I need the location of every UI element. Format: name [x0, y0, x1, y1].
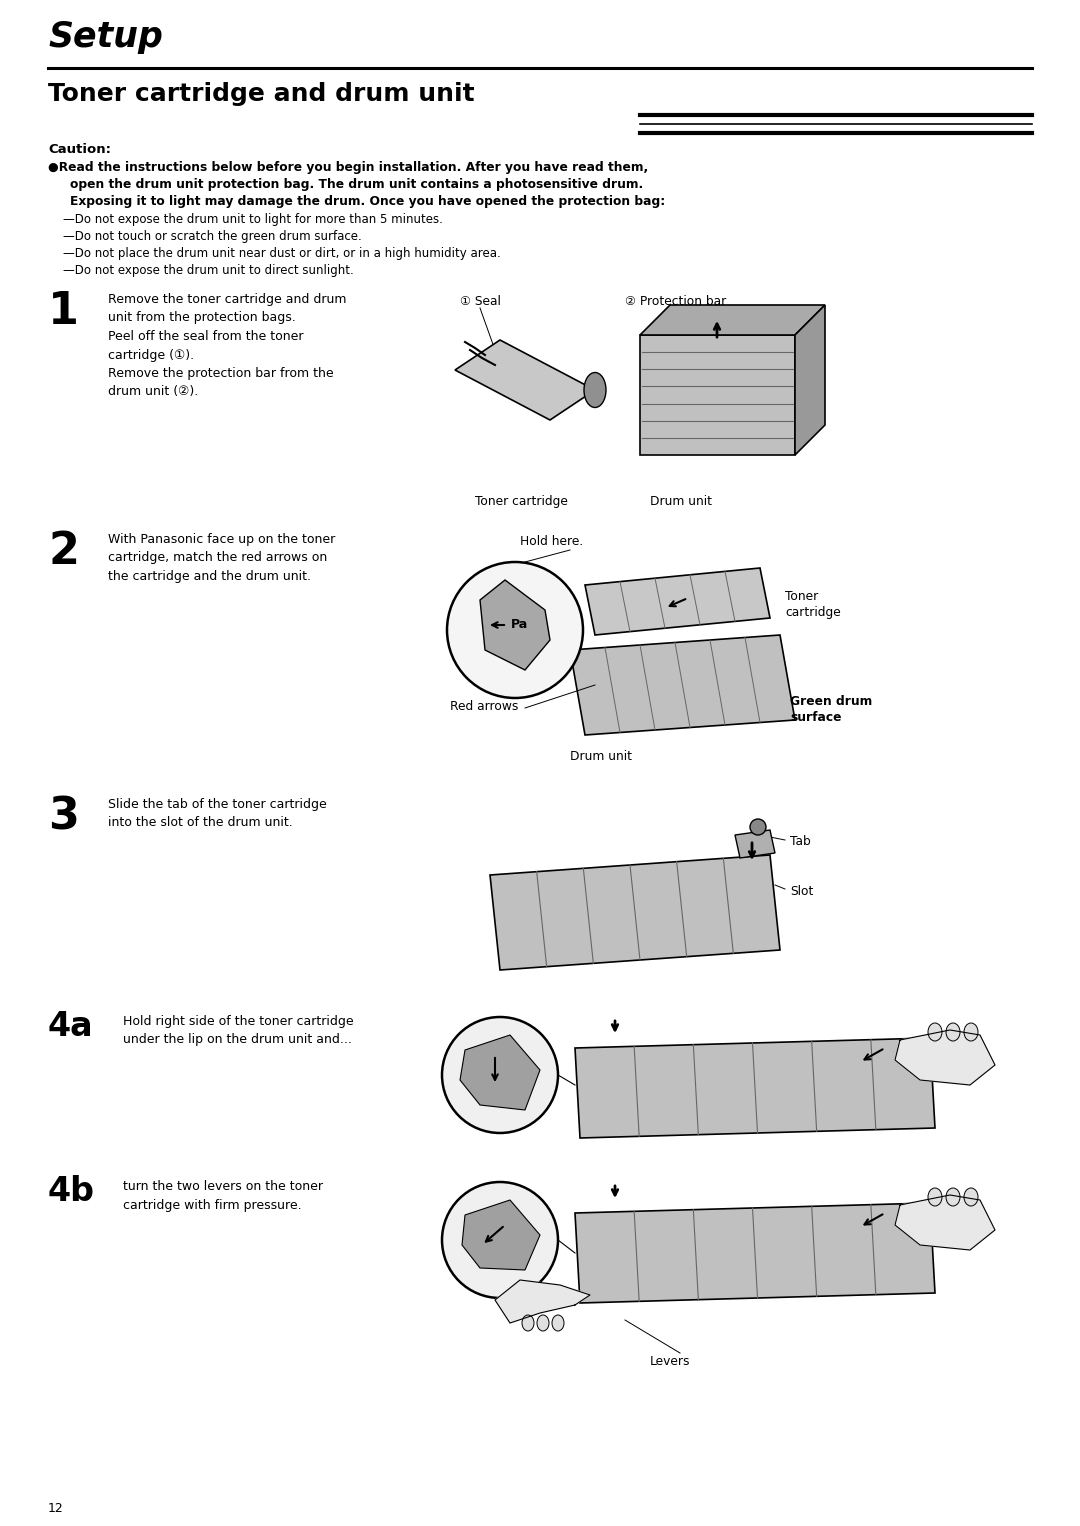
Circle shape — [442, 1183, 558, 1299]
Text: —Do not expose the drum unit to direct sunlight.: —Do not expose the drum unit to direct s… — [63, 264, 354, 278]
Text: 1: 1 — [48, 290, 79, 333]
Text: Hold right side of the toner cartridge
under the lip on the drum unit and...: Hold right side of the toner cartridge u… — [123, 1015, 353, 1047]
Polygon shape — [575, 1202, 935, 1303]
Text: Toner
cartridge: Toner cartridge — [785, 591, 840, 620]
Text: Slot: Slot — [789, 885, 813, 897]
Text: Setup: Setup — [48, 20, 163, 53]
Text: ① Seal: ① Seal — [460, 295, 501, 308]
Text: Tab: Tab — [789, 835, 811, 848]
Circle shape — [442, 1016, 558, 1132]
Polygon shape — [795, 305, 825, 455]
Polygon shape — [570, 635, 795, 736]
Text: 2: 2 — [48, 530, 79, 572]
Text: Toner cartridge and drum unit: Toner cartridge and drum unit — [48, 82, 474, 105]
Text: 3: 3 — [48, 795, 79, 838]
Text: ●Read the instructions below before you begin installation. After you have read : ●Read the instructions below before you … — [48, 162, 648, 174]
Text: Remove the toner cartridge and drum
unit from the protection bags.
Peel off the : Remove the toner cartridge and drum unit… — [108, 293, 347, 398]
Text: Pa: Pa — [511, 618, 528, 632]
Text: ② Protection bar: ② Protection bar — [625, 295, 726, 308]
Text: 12: 12 — [48, 1502, 64, 1515]
Polygon shape — [895, 1030, 995, 1085]
Text: —Do not place the drum unit near dust or dirt, or in a high humidity area.: —Do not place the drum unit near dust or… — [63, 247, 501, 259]
Text: 4b: 4b — [48, 1175, 95, 1209]
Text: Slide the tab of the toner cartridge
into the slot of the drum unit.: Slide the tab of the toner cartridge int… — [108, 798, 327, 830]
Ellipse shape — [964, 1189, 978, 1206]
Ellipse shape — [928, 1022, 942, 1041]
Ellipse shape — [964, 1022, 978, 1041]
Ellipse shape — [584, 372, 606, 407]
Polygon shape — [585, 568, 770, 635]
Polygon shape — [575, 1038, 935, 1138]
Ellipse shape — [928, 1189, 942, 1206]
Text: Toner cartridge: Toner cartridge — [475, 494, 568, 508]
Polygon shape — [640, 336, 795, 455]
Circle shape — [447, 562, 583, 697]
Polygon shape — [455, 340, 595, 420]
Polygon shape — [462, 1199, 540, 1270]
Polygon shape — [640, 305, 825, 336]
Ellipse shape — [537, 1315, 549, 1331]
Circle shape — [750, 819, 766, 835]
Text: Red arrows: Red arrows — [450, 700, 518, 713]
Text: —Do not touch or scratch the green drum surface.: —Do not touch or scratch the green drum … — [63, 230, 362, 243]
Polygon shape — [460, 1035, 540, 1109]
Text: Hold here.: Hold here. — [519, 536, 583, 548]
Polygon shape — [490, 855, 780, 971]
Text: With Panasonic face up on the toner
cartridge, match the red arrows on
the cartr: With Panasonic face up on the toner cart… — [108, 533, 335, 583]
Ellipse shape — [946, 1022, 960, 1041]
Ellipse shape — [946, 1189, 960, 1206]
Text: Drum unit: Drum unit — [650, 494, 712, 508]
Text: Levers: Levers — [650, 1355, 690, 1367]
Text: 4a: 4a — [48, 1010, 94, 1042]
Ellipse shape — [552, 1315, 564, 1331]
Text: Exposing it to light may damage the drum. Once you have opened the protection ba: Exposing it to light may damage the drum… — [70, 195, 665, 208]
Polygon shape — [895, 1195, 995, 1250]
Text: Caution:: Caution: — [48, 143, 111, 156]
Polygon shape — [735, 830, 775, 858]
Polygon shape — [480, 580, 550, 670]
Text: open the drum unit protection bag. The drum unit contains a photosensitive drum.: open the drum unit protection bag. The d… — [70, 179, 644, 191]
Ellipse shape — [522, 1315, 534, 1331]
Text: —Do not expose the drum unit to light for more than 5 minutes.: —Do not expose the drum unit to light fo… — [63, 214, 443, 226]
Text: turn the two levers on the toner
cartridge with firm pressure.: turn the two levers on the toner cartrid… — [123, 1180, 323, 1212]
Polygon shape — [495, 1280, 590, 1323]
Text: Drum unit: Drum unit — [570, 749, 632, 763]
Text: Green drum
surface: Green drum surface — [789, 694, 873, 723]
